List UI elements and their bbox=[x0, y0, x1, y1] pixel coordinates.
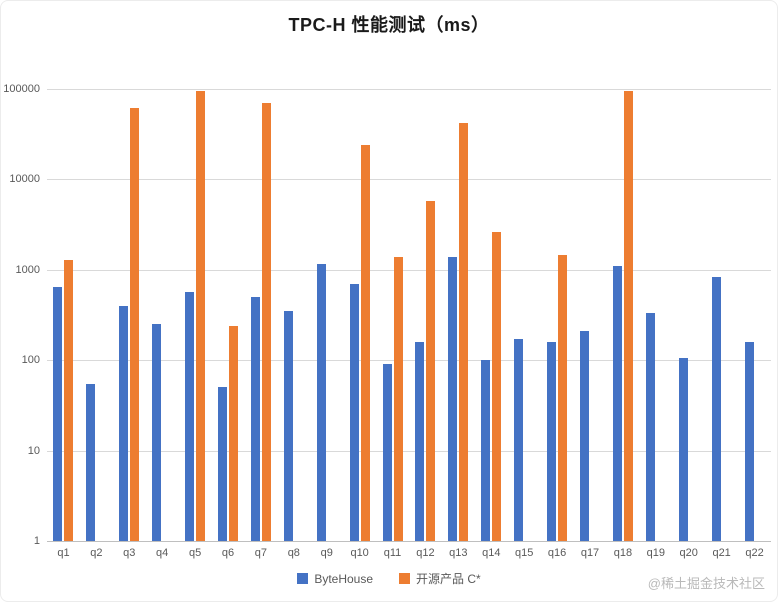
x-axis-label-q5: q5 bbox=[188, 547, 202, 559]
bar-bytehouse-q10 bbox=[349, 283, 359, 541]
bar-bytehouse-q16 bbox=[547, 341, 557, 541]
gridline-100 bbox=[47, 360, 771, 362]
gridline-10000 bbox=[47, 179, 771, 181]
x-axis-label-q11: q11 bbox=[383, 547, 402, 559]
watermark: @稀土掘金技术社区 bbox=[647, 576, 765, 591]
bar-bytehouse-q20 bbox=[678, 358, 688, 541]
bar-bytehouse-q1 bbox=[53, 286, 63, 541]
x-axis-label-q4: q4 bbox=[156, 547, 169, 559]
bar-bytehouse-q6 bbox=[218, 387, 227, 541]
gridline-1000 bbox=[47, 269, 771, 271]
gridline-100000 bbox=[47, 89, 771, 90]
bar-bytehouse-q15 bbox=[514, 339, 524, 541]
x-axis-label-q13: q13 bbox=[449, 547, 468, 559]
bar-opensource-c-q7 bbox=[261, 103, 271, 541]
x-axis-label-q22: q22 bbox=[745, 547, 764, 559]
bar-opensource-c-q16 bbox=[558, 255, 568, 541]
legend-item-bytehouse: ByteHouse bbox=[297, 572, 373, 586]
bar-bytehouse-q4 bbox=[152, 324, 162, 541]
bar-bytehouse-q18 bbox=[612, 266, 622, 541]
bar-bytehouse-q19 bbox=[645, 313, 655, 541]
bar-bytehouse-q13 bbox=[448, 256, 458, 541]
bar-bytehouse-q2 bbox=[86, 383, 96, 541]
bar-bytehouse-q14 bbox=[481, 360, 491, 541]
bar-opensource-c-q14 bbox=[492, 232, 502, 541]
x-axis-label-q20: q20 bbox=[679, 547, 698, 559]
x-axis-label-q14: q14 bbox=[482, 547, 501, 559]
bar-opensource-c-q18 bbox=[623, 91, 633, 541]
plot-area: 1 10 100 1000 10000 100000 q1 q2 q3 q4 q5 q6 q7 q8 q9 q… bbox=[3, 83, 771, 559]
y-axis-label-1000: 1000 bbox=[15, 263, 40, 276]
bar-bytehouse-q9 bbox=[316, 264, 326, 541]
legend-item-opensource-c: 开源产品 C* bbox=[399, 570, 481, 587]
gridline-1 bbox=[47, 541, 771, 542]
chart-title: TPC-H 性能测试（ms） bbox=[288, 15, 490, 35]
x-axis-label-q7: q7 bbox=[254, 547, 268, 559]
bar-opensource-c-q3 bbox=[130, 107, 140, 541]
x-axis-label-q3: q3 bbox=[123, 547, 136, 559]
bar-bytehouse-q3 bbox=[119, 305, 129, 541]
y-axis-label-100000: 100000 bbox=[3, 83, 40, 95]
legend-swatch-opensource-c bbox=[399, 573, 411, 584]
x-axis-label-q2: q2 bbox=[90, 547, 103, 559]
legend-label-bytehouse: ByteHouse bbox=[314, 571, 374, 586]
bar-bytehouse-q22 bbox=[744, 341, 754, 541]
y-axis-label-1: 1 bbox=[33, 535, 40, 547]
bar-opensource-c-q13 bbox=[459, 123, 469, 541]
bar-bytehouse-q17 bbox=[580, 331, 589, 541]
x-axis-label-q1: q1 bbox=[57, 547, 70, 559]
x-axis-label-q15: q15 bbox=[514, 547, 534, 559]
bar-opensource-c-q10 bbox=[360, 145, 370, 541]
bar-opensource-c-q12 bbox=[426, 200, 436, 541]
bar-bytehouse-q21 bbox=[711, 277, 721, 541]
legend: ByteHouse 开源产品 C* bbox=[1, 570, 777, 587]
x-axis-label-q9: q9 bbox=[320, 547, 333, 559]
bar-opensource-c-q6 bbox=[229, 325, 238, 541]
bar-bytehouse-q5 bbox=[185, 291, 195, 541]
x-axis-label-q19: q19 bbox=[646, 547, 665, 559]
y-axis-label-100: 100 bbox=[21, 354, 40, 367]
bar-opensource-c-q1 bbox=[64, 259, 74, 541]
x-axis-label-q6: q6 bbox=[221, 547, 235, 559]
x-axis-label-q8: q8 bbox=[287, 547, 300, 559]
y-axis-label-10000: 10000 bbox=[9, 173, 40, 186]
bar-bytehouse-q12 bbox=[415, 341, 425, 541]
x-axis-label-q21: q21 bbox=[712, 547, 731, 559]
x-axis-label-q17: q17 bbox=[580, 547, 600, 559]
legend-swatch-bytehouse bbox=[297, 573, 309, 584]
x-axis-label-q16: q16 bbox=[547, 547, 567, 559]
bar-opensource-c-q11 bbox=[393, 256, 403, 541]
x-axis-label-q18: q18 bbox=[613, 547, 633, 559]
bar-bytehouse-q8 bbox=[283, 311, 293, 541]
bar-opensource-c-q5 bbox=[196, 91, 206, 541]
gridline-10 bbox=[47, 450, 771, 452]
legend-label-opensource-c: 开源产品 C* bbox=[416, 572, 481, 586]
x-axis-label-q12: q12 bbox=[416, 547, 435, 559]
x-axis-label-q10: q10 bbox=[350, 547, 369, 559]
y-axis-label-10: 10 bbox=[27, 444, 40, 457]
bar-bytehouse-q11 bbox=[382, 364, 392, 541]
bar-bytehouse-q7 bbox=[250, 297, 260, 541]
